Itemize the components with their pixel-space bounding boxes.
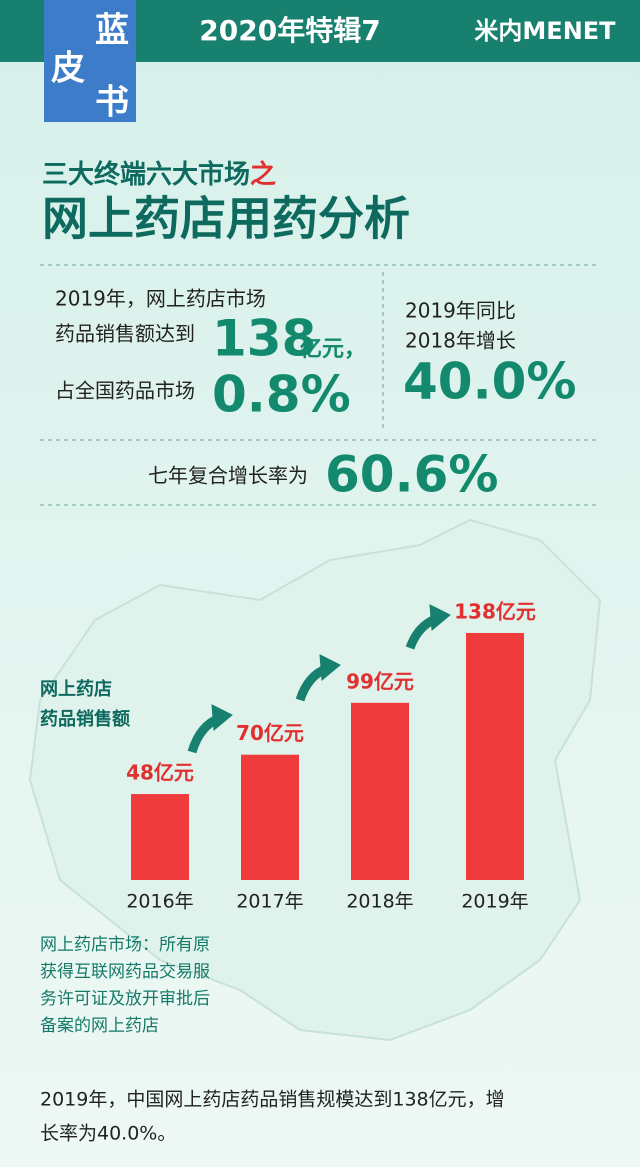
issue: 2020年特辑7 [199,14,380,47]
chart-title: 药品销售额 [40,708,130,730]
arrowhead [429,604,451,632]
series-title: 三大终端六大市场之 [42,159,276,190]
value-label: 138亿元 [454,599,536,623]
stat-value: 0.8% [212,366,351,424]
note-line: 备案的网上药店 [40,1016,159,1036]
note-line: 网上药店市场：所有原 [40,935,210,955]
caption-line: 长率为40.0%。 [40,1123,176,1145]
stat-text: 2018年增长 [405,329,516,353]
stat-text: 七年复合增长率为 [148,464,308,488]
arrows [187,604,451,754]
series-title-main: 三大终端六大市场 [42,159,250,190]
brand: 米内MENET [474,17,616,45]
stat-text: 药品销售额达到 [55,322,195,346]
x-tick-label: 2017年 [236,891,303,913]
stat-value: 40.0% [403,353,576,411]
stat-value: 60.6% [325,446,498,504]
logo-box [44,0,136,122]
bar [351,702,409,880]
x-tick-label: 2019年 [461,891,528,913]
x-tick-label: 2018年 [346,891,413,913]
stat-unit: 亿元， [300,337,366,362]
stat-value: 138 [212,310,316,368]
bar [241,754,299,880]
value-label: 99亿元 [346,669,414,693]
series-accent: 之 [250,159,276,190]
map-outline [28,518,602,1042]
chart-title: 网上药店 [40,678,112,700]
arrowhead [319,654,341,682]
bar [466,632,524,880]
caption-line: 2019年，中国网上药店药品销售规模达到138亿元，增 [40,1089,505,1111]
stat-text: 2019年同比 [405,299,516,323]
stat-text: 占全国药品市场 [55,379,195,403]
arrowhead [211,704,233,732]
note-line: 获得互联网药品交易服 [40,962,210,982]
value-label: 70亿元 [236,721,304,745]
bar [131,794,189,880]
x-tick-label: 2016年 [126,891,193,913]
main-title: 网上药店用药分析 [42,192,410,246]
note-line: 务许可证及放开审批后 [40,989,210,1009]
logo-char: 书 [95,83,129,123]
logo-char: 蓝 [95,11,129,51]
stat-text: 2019年，网上药店市场 [55,287,266,311]
logo-char: 皮 [51,49,85,89]
value-label: 48亿元 [126,761,194,785]
